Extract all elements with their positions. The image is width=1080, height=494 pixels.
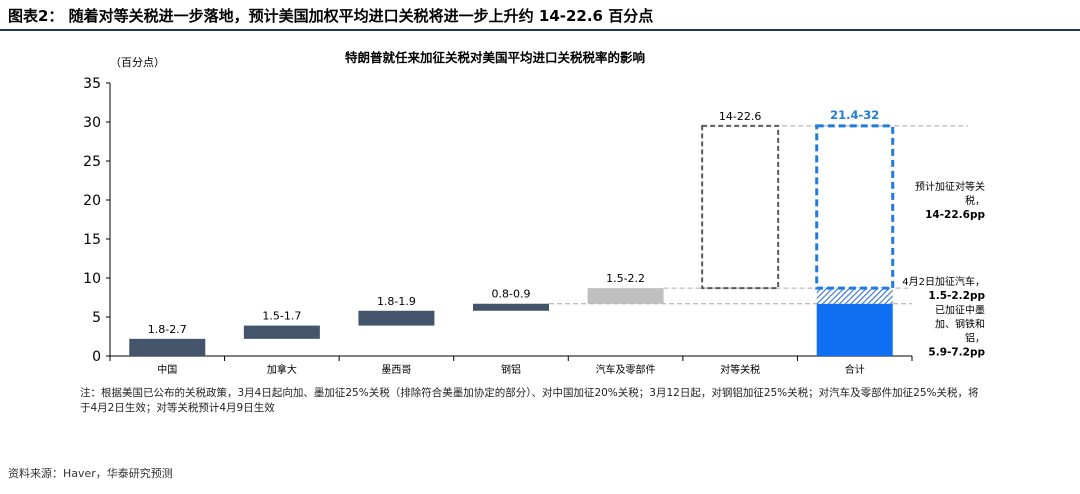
figure-title: 图表2： 随着对等关税进一步落地，预计美国加权平均进口关税将进一步上升约 14-… [8,7,654,25]
annotation-text: 4月2日加征汽车， [902,275,985,288]
annotation-text: 税， [965,194,985,207]
source-text: 资料来源：Haver，华泰研究预测 [8,467,173,480]
y-tick-label: 10 [83,271,101,287]
bar-data-label: 14-22.6 [719,110,761,123]
x-tick-label: 合计 [845,363,865,376]
x-tick-label: 汽车及零部件 [596,363,656,376]
plot-area: 0 5 10 15 20 25 30 35 中国 加拿大 墨西哥 钢铝 汽车及零部件 对等关税 合计 1.8-… [83,76,985,376]
bar-data-label: 1.5-1.7 [262,310,301,323]
annotation-text: 已加征中墨 [935,303,985,316]
y-tick-label: 0 [92,349,101,365]
chart-note: 注：根据美国已公布的关税政策，3月4日起向加、墨加征25%关税（排除符合美墨加协… [80,387,979,414]
x-tick-label: 墨西哥 [381,364,411,376]
y-tick-label: 25 [83,154,101,170]
bar-3 [358,310,435,326]
bar-6 [701,124,780,290]
chart-title: 特朗普就任来加征关税对美国平均进口关税税率的影响 [345,50,645,65]
bar-1 [129,338,206,356]
total-data-label: 21.4-32 [830,108,879,122]
total-segment-3 [815,124,895,290]
annotation-text: 铝， [965,332,985,344]
annotation-value: 14-22.6pp [925,209,985,221]
bar-data-label: 1.8-1.9 [377,295,416,308]
chart: 特朗普就任来加征关税对美国平均进口关税税率的影响 （百分点） 0 5 10 15 20 2… [83,50,985,376]
annotation-text: 预计加征对等关 [915,180,985,193]
total-segment-2 [816,288,893,304]
x-tick-label: 加拿大 [267,363,297,376]
bar-5 [587,288,664,304]
y-tick-label: 20 [83,193,101,209]
y-tick-label: 15 [83,232,101,248]
y-tick-label: 30 [83,115,101,131]
annotation-value: 5.9-7.2pp [928,346,985,358]
x-tick-label: 对等关税 [720,363,760,376]
bar-2 [243,325,320,339]
bar-data-label: 1.5-2.2 [606,272,645,285]
annotation-text: 加、钢铁和 [935,317,985,330]
bar-data-label: 1.8-2.7 [148,323,187,336]
bar-4 [473,303,549,311]
x-tick-label: 中国 [157,363,177,376]
annotation-value: 1.5-2.2pp [928,290,985,302]
bar-data-label: 0.8-0.9 [492,288,531,301]
y-tick-label: 5 [92,310,101,326]
x-tick-label: 钢铝 [501,363,521,376]
title-rule [0,29,1080,31]
y-axis-label: （百分点） [110,56,165,69]
y-tick-label: 35 [83,76,101,92]
total-segment-1 [816,303,893,356]
